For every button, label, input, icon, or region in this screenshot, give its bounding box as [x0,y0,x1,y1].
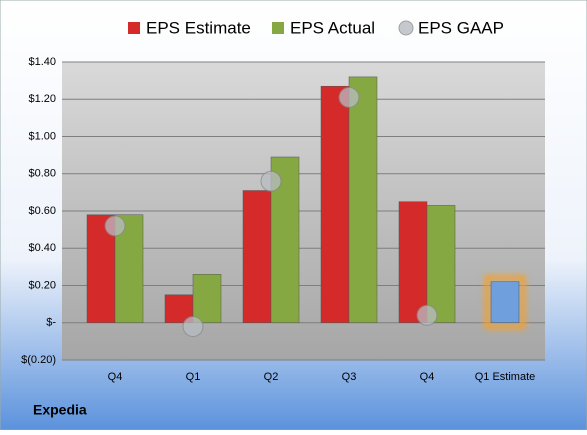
y-tick-label: $0.40 [28,242,56,254]
x-tick-label: Q2 [264,371,279,383]
legend-label: EPS GAAP [418,18,504,37]
x-tick-label: Q1 Estimate [475,371,536,383]
bar [320,85,350,324]
y-tick-label: $- [46,317,56,329]
legend-marker [398,20,414,36]
legend-marker [272,22,284,34]
x-tick-label: Q3 [342,371,357,383]
gaap-marker [338,86,360,108]
bar-glow [484,275,526,330]
x-tick-label: Q4 [420,371,435,383]
x-tick-label: Q4 [108,371,123,383]
legend-marker [128,22,140,34]
legend-label: EPS Actual [290,18,375,37]
bar [192,274,222,324]
y-tick-label: $0.60 [28,205,56,217]
bar [398,201,428,323]
y-tick-label: $0.20 [28,279,56,291]
footer: Expedia [33,402,87,418]
bar [348,76,378,324]
y-tick-label: $(0.20) [21,354,56,366]
bar [242,190,272,323]
bar [426,205,456,324]
x-tick-label: Q1 [186,371,201,383]
legend-label: EPS Estimate [146,18,251,37]
y-tick-label: $0.80 [28,168,56,180]
y-tick-label: $1.40 [28,56,56,68]
gaap-marker [182,315,204,337]
gaap-marker [104,215,126,237]
gaap-marker [416,304,438,326]
bar [490,281,520,323]
y-tick-label: $1.20 [28,93,56,105]
y-tick-label: $1.00 [28,130,56,142]
gaap-marker [260,170,282,192]
